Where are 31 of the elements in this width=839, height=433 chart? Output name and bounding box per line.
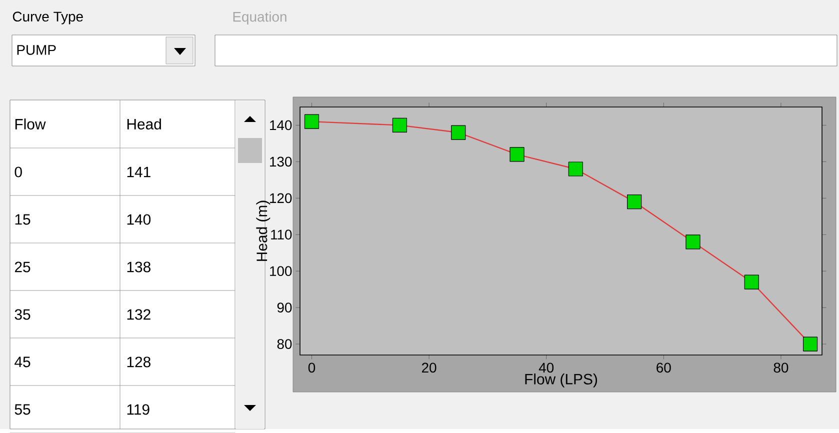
text: PUMP	[17, 45, 56, 55]
y-tick-label: 120	[270, 193, 292, 204]
y-tick-label: 80	[277, 339, 292, 349]
text: 55	[14, 404, 30, 415]
y-axis-title: Head (m)	[256, 200, 270, 261]
text: Head	[127, 118, 161, 130]
text: 141	[127, 166, 150, 178]
y-tick-label: 130	[270, 156, 292, 167]
x-tick-label: 40	[538, 362, 554, 373]
text: 119	[127, 404, 150, 415]
text: 35	[14, 309, 30, 320]
text: 132	[127, 309, 150, 320]
text: 128	[127, 356, 150, 368]
text: 140	[127, 214, 151, 225]
x-axis-title: Flow (LPS)	[525, 373, 598, 388]
text: 25	[14, 262, 30, 272]
y-tick-label: 90	[277, 302, 292, 312]
x-tick-label: 0	[308, 362, 316, 373]
text: 15	[15, 214, 30, 225]
text: Equation	[233, 11, 286, 24]
y-tick-label: 100	[270, 266, 292, 276]
text: Curve Type	[12, 12, 83, 24]
y-tick-label: 110	[271, 230, 292, 240]
y-tick-label: 140	[270, 120, 292, 130]
text: 0	[14, 166, 22, 178]
x-tick-label: 20	[422, 362, 436, 373]
text: 138	[127, 262, 150, 272]
x-tick-label: 60	[656, 362, 671, 373]
text: 45	[14, 356, 30, 368]
x-tick-label: 80	[774, 362, 788, 373]
text: Flow	[15, 118, 46, 130]
